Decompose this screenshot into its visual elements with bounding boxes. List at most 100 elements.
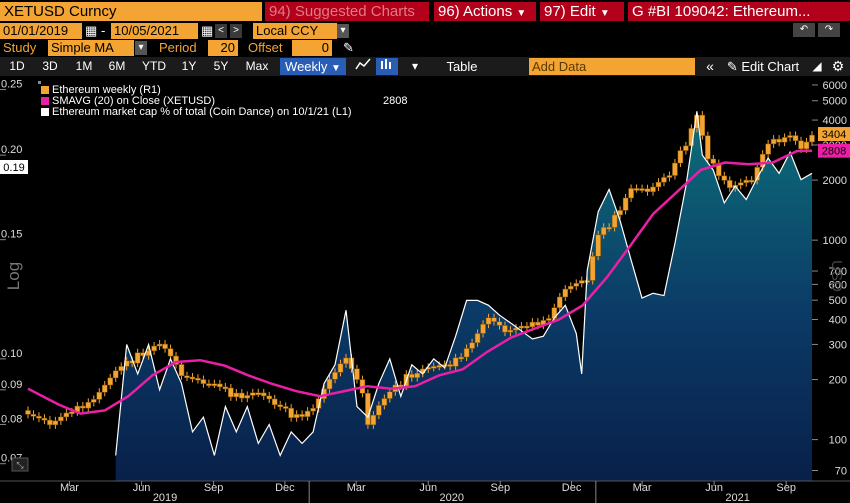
line-chart-icon[interactable]	[352, 58, 374, 75]
right-badges: 3404 2808	[818, 127, 850, 158]
actions-button[interactable]: 96) Actions ▼	[434, 2, 536, 21]
candle	[354, 368, 360, 380]
candle	[677, 150, 684, 164]
chevron-down-icon[interactable]: ▾	[411, 59, 419, 73]
candle	[195, 378, 201, 381]
candle	[496, 321, 503, 326]
suggested-charts-button[interactable]: 94) Suggested Charts	[265, 2, 429, 21]
pencil-icon[interactable]: ✎	[343, 40, 354, 55]
range-ytd-button[interactable]: YTD	[142, 59, 166, 73]
edit-label: 97) Edit	[544, 3, 596, 20]
period-input[interactable]: 20	[208, 40, 238, 56]
bar-chart-icon-svg	[381, 59, 391, 69]
gear-icon[interactable]: ⚙	[831, 58, 845, 74]
x-year-label: 2020	[439, 492, 463, 503]
dropdown-arrow-icon: ▼	[599, 8, 610, 19]
range-1y-button[interactable]: 1Y	[181, 59, 197, 73]
right-tick-label: 2000	[823, 175, 847, 187]
edit-button[interactable]: 97) Edit ▼	[540, 2, 624, 21]
redo-icon[interactable]: ↷	[818, 23, 840, 37]
candle	[622, 197, 629, 211]
candle	[644, 188, 651, 192]
candle-series	[25, 111, 815, 429]
chevron-down-icon[interactable]: ▾	[135, 41, 147, 55]
candle	[167, 348, 174, 357]
candle	[387, 391, 393, 399]
right-tick-label: 70	[835, 465, 847, 477]
prev-arrow-icon[interactable]: <	[215, 24, 227, 38]
zoom-icon-glyph: ⤡	[16, 460, 23, 470]
candle	[748, 179, 755, 183]
candle	[222, 386, 229, 390]
x-axis: Mar Jun Sep Dec Mar Jun Sep Dec Mar Jun Sep 2019 202…	[0, 480, 850, 503]
bar-chart-icon[interactable]	[376, 58, 398, 75]
candle	[288, 407, 294, 418]
candle	[639, 188, 645, 191]
range-max-button[interactable]: Max	[245, 59, 269, 73]
next-arrow-icon[interactable]: >	[230, 24, 242, 38]
candle	[173, 355, 179, 365]
candle	[606, 227, 612, 230]
candle	[600, 227, 607, 236]
candle	[118, 366, 124, 371]
legend-swatch-sma	[41, 97, 49, 105]
candle	[655, 181, 662, 188]
right-tick-label: 1000	[823, 235, 847, 247]
candle	[112, 370, 119, 379]
collapse-icon[interactable]: «	[706, 58, 714, 74]
candle	[260, 392, 267, 397]
candle	[787, 135, 793, 138]
start-date-field[interactable]: 01/01/2019	[0, 23, 82, 39]
right-badge-bg	[818, 127, 850, 142]
candle	[206, 383, 212, 386]
candle	[91, 399, 97, 403]
chevron-down-icon[interactable]: ▾	[337, 24, 349, 38]
candle	[770, 138, 777, 145]
right-badge-text: 3404	[822, 129, 846, 141]
study-select[interactable]: Simple MA	[48, 40, 134, 56]
zoom-icon[interactable]	[11, 457, 29, 472]
candle	[58, 416, 64, 422]
candle	[524, 325, 530, 329]
candle	[578, 280, 585, 284]
candle	[551, 307, 558, 319]
undo-icon[interactable]: ↶	[793, 23, 815, 37]
range-1d-button[interactable]: 1D	[9, 59, 25, 73]
candle	[332, 372, 338, 380]
candle	[672, 162, 678, 176]
range-6m-button[interactable]: 6M	[108, 59, 126, 73]
range-3d-button[interactable]: 3D	[42, 59, 58, 73]
calendar-icon[interactable]: ▦	[201, 23, 214, 38]
range-5y-button[interactable]: 5Y	[213, 59, 229, 73]
line-chart-icon-svg	[355, 58, 371, 70]
right-tick-label: 400	[829, 315, 847, 327]
range-1m-button[interactable]: 1M	[75, 59, 93, 73]
legend-handle-icon	[38, 81, 41, 84]
candle	[162, 343, 168, 349]
offset-input[interactable]: 0	[292, 40, 332, 56]
candle	[69, 411, 75, 415]
fullscreen-icon[interactable]: ◢	[812, 59, 822, 73]
add-data-input[interactable]: Add Data	[529, 58, 695, 75]
currency-select[interactable]: Local CCY	[253, 23, 337, 39]
candle	[447, 364, 453, 367]
actions-label: 96) Actions	[438, 3, 513, 20]
edit-chart-button[interactable]: ✎ Edit Chart	[722, 58, 804, 75]
end-date-field[interactable]: 10/05/2021	[111, 23, 198, 39]
candle	[178, 364, 185, 377]
table-button[interactable]: Table	[446, 59, 478, 74]
candle	[562, 288, 569, 298]
frequency-select[interactable]: Weekly ▼	[280, 58, 346, 75]
candle	[310, 408, 316, 412]
ticker-field[interactable]: XETUSD Curncy	[0, 2, 262, 21]
right-tick-label: 600	[829, 279, 847, 291]
candle	[271, 398, 278, 406]
candle	[589, 255, 596, 281]
legend-sma-value: 2808	[383, 95, 407, 107]
candle	[595, 234, 601, 257]
candle	[244, 395, 251, 399]
candle	[727, 180, 733, 188]
calendar-icon[interactable]: ▦	[85, 23, 98, 38]
candle	[518, 325, 525, 329]
candle	[85, 402, 92, 409]
